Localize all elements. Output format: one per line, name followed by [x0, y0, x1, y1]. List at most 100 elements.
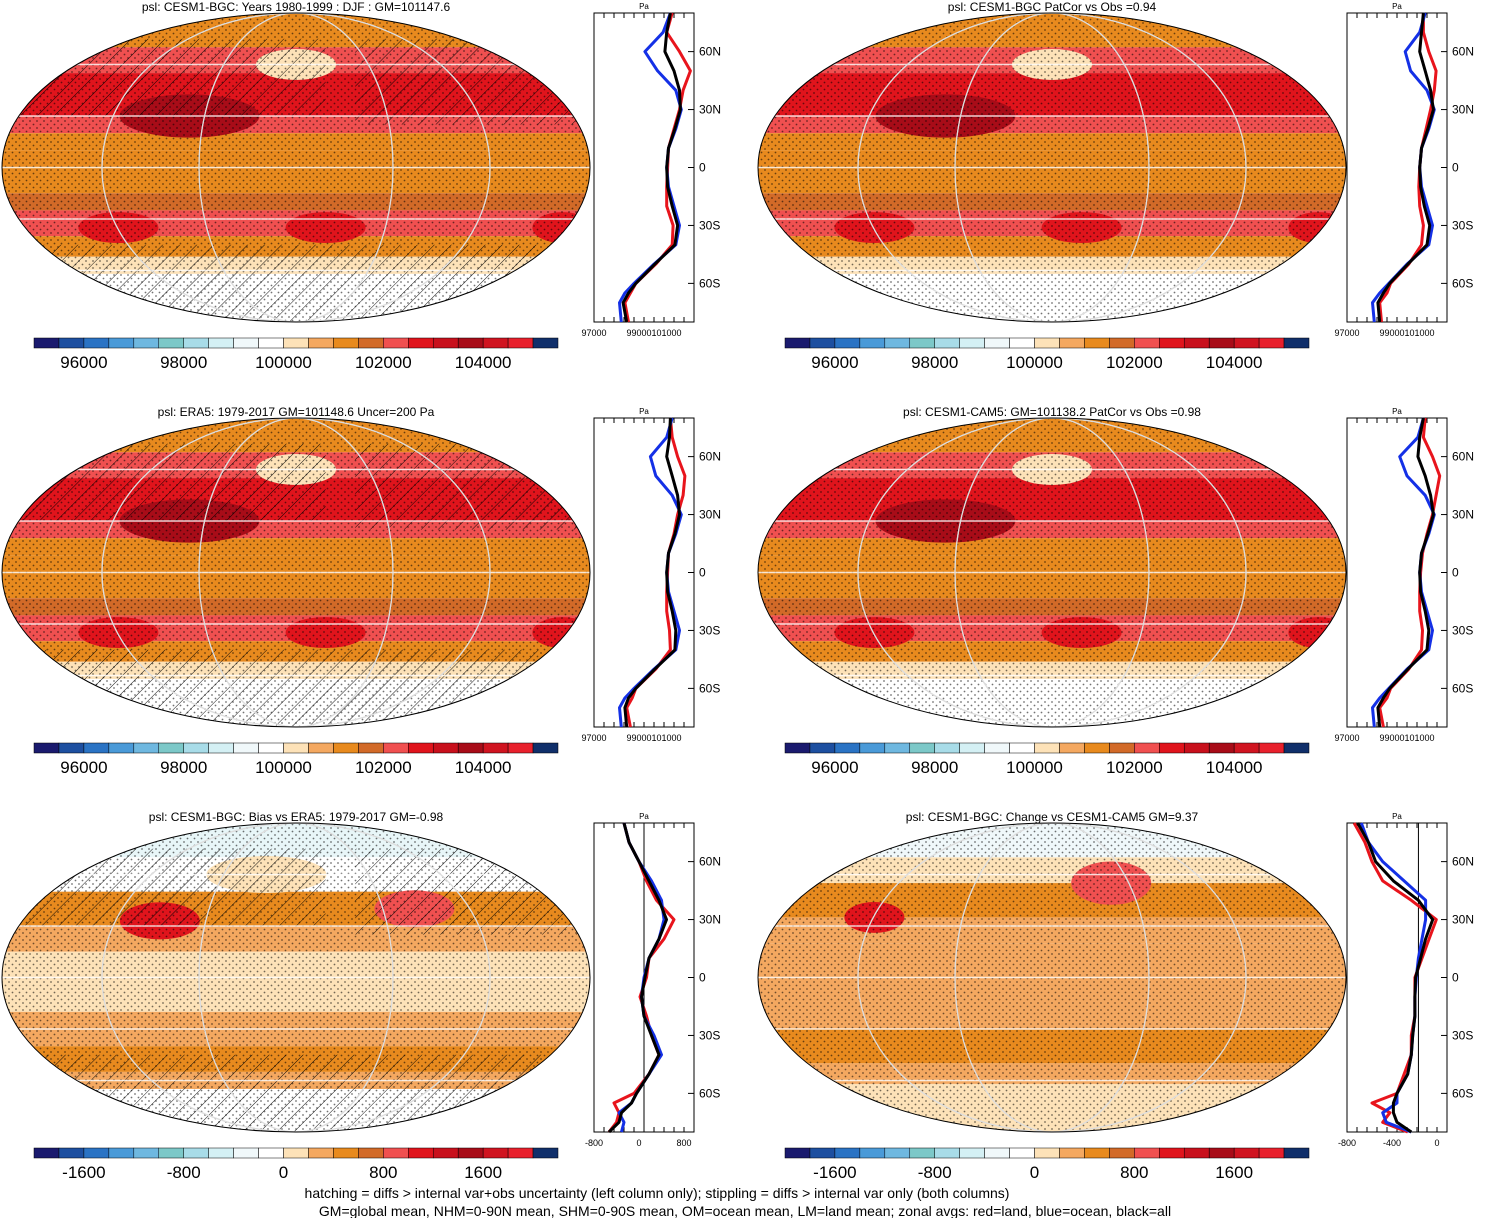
- colorbar-swatch: [183, 742, 209, 754]
- lat-tick-label: 30N: [1452, 508, 1474, 522]
- world-map: [2, 418, 590, 727]
- zonal-x-tick-label: 99000101000: [1379, 328, 1434, 338]
- zonal-unit-label: Pa: [1392, 2, 1402, 11]
- colorbar-swatch: [1059, 742, 1085, 754]
- lat-tick-label: 30N: [1452, 913, 1474, 927]
- colorbar-swatch: [834, 337, 861, 349]
- colorbar-swatch: [233, 742, 259, 754]
- colorbar-tick-label: 800: [369, 1163, 397, 1182]
- colorbar-swatch: [1059, 1147, 1085, 1159]
- colorbar-swatch: [884, 742, 911, 754]
- colorbar-swatch: [1233, 742, 1260, 754]
- colorbar-swatch: [308, 742, 334, 754]
- colorbar-swatch: [1258, 1147, 1285, 1159]
- lat-tick-label: 30N: [699, 913, 721, 927]
- colorbar-swatch: [1233, 1147, 1260, 1159]
- zonal-mean-plot: Pa 60N 30N 0 30S 60S -800 -400 0: [1338, 812, 1474, 1148]
- lat-tick-label: 60N: [1452, 855, 1474, 869]
- zonal-mean-plot: Pa 60N 30N 0 30S 60S 97000 99000101000: [1334, 407, 1474, 743]
- colorbar-tick-label: 0: [1030, 1163, 1039, 1182]
- colorbar-swatch: [183, 1147, 209, 1159]
- panel-title: psl: CESM1-BGC: Change vs CESM1-CAM5 GM=…: [906, 810, 1199, 824]
- colorbar-swatch: [408, 742, 434, 754]
- world-map: [2, 13, 590, 322]
- colorbar-swatch: [507, 1147, 534, 1159]
- colorbar-swatch: [934, 337, 960, 349]
- colorbar-swatch: [457, 1147, 484, 1159]
- series-line-all: [1356, 822, 1435, 1134]
- lat-tick-label: 0: [1452, 971, 1459, 985]
- colorbar-swatch: [208, 1147, 234, 1159]
- colorbar-swatch: [809, 742, 836, 754]
- colorbar-swatch: [83, 742, 110, 754]
- panel-6: psl: CESM1-BGC: Change vs CESM1-CAM5 GM=…: [757, 810, 1474, 1182]
- lat-tick-label: 60S: [1452, 1086, 1473, 1100]
- lat-tick-label: 0: [699, 161, 706, 175]
- lat-tick-label: 0: [1452, 161, 1459, 175]
- colorbar-swatch: [258, 337, 284, 349]
- colorbar-swatch: [809, 1147, 836, 1159]
- lat-tick-label: 60N: [1452, 45, 1474, 59]
- panel-title: psl: CESM1-BGC PatCor vs Obs =0.94: [948, 0, 1157, 14]
- colorbar-swatch: [383, 337, 409, 349]
- hatching: [2, 649, 590, 727]
- colorbar-swatch: [457, 742, 484, 754]
- zonal-x-tick-label: -800: [1338, 1138, 1356, 1148]
- map-outline: [1, 822, 591, 1133]
- lat-tick-label: 30S: [699, 218, 720, 232]
- colorbar-tick-label: 102000: [355, 353, 412, 372]
- colorbar-swatch: [383, 1147, 409, 1159]
- lat-tick-label: 60S: [699, 276, 720, 290]
- colorbar-swatch: [258, 1147, 284, 1159]
- colorbar-swatch: [83, 1147, 110, 1159]
- lat-tick-label: 60S: [699, 681, 720, 695]
- colorbar-swatch: [333, 742, 359, 754]
- colorbar-swatch: [1009, 1147, 1035, 1159]
- colorbar-swatch: [208, 742, 234, 754]
- colorbar-swatch: [308, 337, 334, 349]
- panel-4: psl: CESM1-CAM5: GM=101138.2 PatCor vs O…: [757, 405, 1474, 777]
- colorbar-tick-label: -800: [167, 1163, 201, 1182]
- colorbar-swatch: [108, 1147, 135, 1159]
- longitude-line: [198, 418, 394, 727]
- colorbar-swatch: [1208, 337, 1235, 349]
- colorbar-swatch: [432, 742, 459, 754]
- colorbar-swatch: [33, 742, 60, 754]
- colorbar-swatch: [1109, 1147, 1135, 1159]
- zonal-unit-label: Pa: [1392, 812, 1402, 821]
- colorbar-swatch: [1283, 742, 1310, 754]
- colorbar-swatch: [133, 1147, 160, 1159]
- hatching: [2, 1054, 590, 1132]
- colorbar-swatch: [333, 1147, 359, 1159]
- zonal-x-tick-label: 97000: [1334, 328, 1359, 338]
- colorbar-swatch: [158, 1147, 184, 1159]
- colorbar-swatch: [108, 742, 135, 754]
- colorbar-tick-label: 100000: [1006, 353, 1063, 372]
- zonal-x-tick-label: -400: [1383, 1138, 1401, 1148]
- colorbar-tick-label: 1600: [464, 1163, 502, 1182]
- zonal-mean-plot: Pa 60N 30N 0 30S 60S 97000 99000101000: [581, 2, 721, 338]
- colorbar-swatch: [784, 1147, 811, 1159]
- colorbar-swatch: [934, 742, 960, 754]
- colorbar-swatch: [784, 742, 811, 754]
- colorbar-swatch: [984, 1147, 1010, 1159]
- colorbar-swatch: [809, 337, 836, 349]
- series-line-all: [621, 12, 682, 323]
- hatching: [355, 443, 590, 530]
- lat-tick-label: 60N: [1452, 450, 1474, 464]
- colorbar-swatch: [1084, 337, 1110, 349]
- lat-tick-label: 0: [699, 971, 706, 985]
- panel-2: psl: CESM1-BGC PatCor vs Obs =0.94 96000 9…: [757, 0, 1474, 372]
- lat-tick-label: 60S: [1452, 276, 1473, 290]
- colorbar-swatch: [1183, 337, 1210, 349]
- colorbar-swatch: [859, 1147, 886, 1159]
- colorbar-tick-label: 104000: [455, 758, 512, 777]
- map-outline: [1, 12, 591, 323]
- zonal-mean-plot: Pa 60N 30N 0 30S 60S 97000 99000101000: [581, 407, 721, 743]
- colorbar-swatch: [283, 337, 309, 349]
- colorbar-swatch: [108, 337, 135, 349]
- colorbar-swatch: [1109, 742, 1135, 754]
- colorbar-swatch: [532, 337, 559, 349]
- colorbar-tick-label: 96000: [60, 758, 107, 777]
- colorbar-swatch: [1109, 337, 1135, 349]
